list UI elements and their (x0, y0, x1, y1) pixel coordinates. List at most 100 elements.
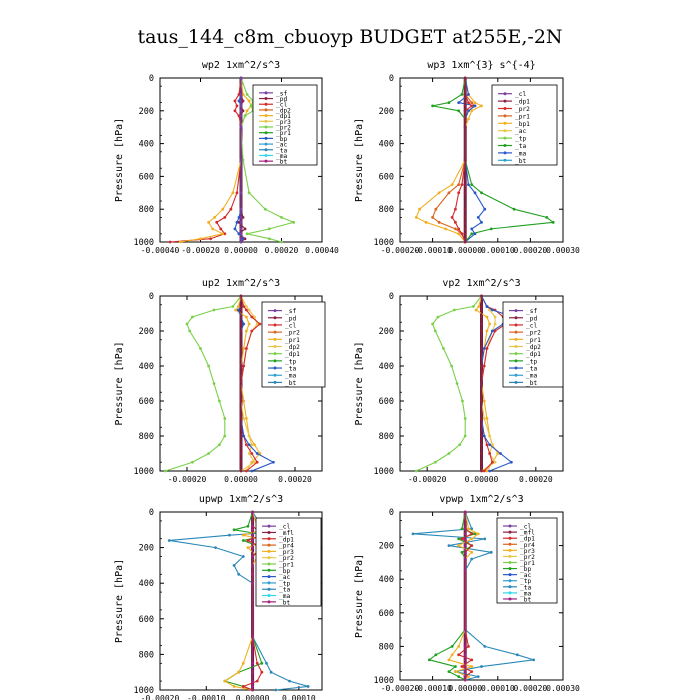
x-tick-label: 0.00020 (514, 684, 548, 693)
y-tick-label: 600 (139, 397, 154, 407)
series-point (467, 101, 470, 104)
series-point (463, 227, 467, 231)
series-point (452, 308, 456, 312)
series-point (223, 434, 227, 438)
y-tick-label: 200 (139, 544, 154, 554)
series-point (239, 305, 243, 308)
series-point (482, 399, 486, 403)
legend-marker (503, 107, 507, 110)
legend-marker (503, 158, 507, 162)
legend-marker (264, 136, 268, 140)
legend-label: _dp1 (526, 351, 541, 358)
series-point (463, 653, 467, 657)
series-point (427, 658, 431, 662)
x-tick-label: 0.00030 (546, 246, 580, 255)
series-line (416, 295, 482, 472)
x-tick-label: -0.00020 (141, 694, 180, 700)
series-point (237, 670, 241, 674)
series-point (239, 220, 243, 224)
series-point (250, 443, 254, 447)
y-tick-label: 800 (139, 205, 154, 215)
series-point (246, 539, 250, 542)
series-point (470, 232, 474, 236)
y-tick-label: 800 (139, 432, 154, 442)
series-point (482, 469, 486, 473)
legend-marker (273, 345, 277, 348)
series-point (241, 216, 245, 219)
legend-label: _dp1 (520, 536, 535, 543)
series-point (467, 675, 470, 679)
x-tick-label: -0.00010 (413, 684, 452, 693)
legend-label: _bt (515, 158, 526, 165)
series-line (170, 77, 242, 243)
series-point (236, 308, 240, 312)
series-point (463, 527, 467, 531)
series-point (473, 232, 477, 236)
legend-label: _pr1 (515, 113, 530, 120)
series-point (237, 99, 241, 103)
legend-marker (267, 556, 271, 560)
series-point (241, 555, 245, 558)
panel-4: vp2 1xm^2/s^3 Pressure [hPa] 0 200 400 600 800… (354, 278, 564, 484)
series-point (251, 572, 254, 576)
series-point (239, 114, 243, 118)
series-point (414, 469, 418, 473)
series-point (470, 670, 474, 673)
series-point (463, 220, 467, 224)
series-point (488, 322, 492, 326)
series-line (480, 295, 507, 472)
panel-title: upwp 1xm^2/s^3 (199, 494, 283, 505)
x-tick-label: 0.00000 (236, 694, 270, 700)
series-point (433, 329, 437, 333)
legend-label: _cl (526, 322, 537, 329)
legend-label: _ta (515, 143, 526, 150)
x-tick-label: -0.00010 (413, 246, 452, 255)
series-line (415, 77, 483, 243)
legend-label: _bt (279, 599, 290, 606)
series-point (470, 104, 474, 108)
series-point (292, 220, 296, 224)
legend-label: _pr4 (520, 542, 535, 549)
series-point (239, 308, 243, 312)
legend-marker (267, 543, 271, 547)
series-point (482, 347, 486, 350)
x-tick-label: 0.00020 (265, 246, 299, 255)
legend-label: _ma (515, 150, 526, 157)
legend-marker (264, 159, 268, 163)
y-tick-label: 1000 (134, 238, 154, 248)
panels-group: wp2 1xm^2/s^3 Pressure [hPa] 0 200 400 600 800… (114, 60, 580, 700)
series-point (239, 347, 243, 350)
series-point (480, 443, 483, 447)
series-point (483, 537, 487, 541)
legend-marker (267, 524, 271, 528)
series-point (454, 665, 457, 668)
series-point (247, 452, 251, 455)
series-point (251, 661, 254, 665)
series-point (239, 158, 243, 162)
legend-marker (514, 330, 518, 334)
series-point (480, 452, 483, 455)
series-point (242, 399, 246, 403)
legend-label: _ta (526, 366, 537, 373)
x-tick-label: -0.00020 (408, 475, 447, 484)
y-tick-label: 600 (379, 397, 394, 407)
series-point (493, 460, 497, 464)
x-tick-label: 0.00040 (305, 246, 339, 255)
series-point (245, 308, 248, 312)
series-point (433, 460, 437, 464)
series-point (215, 220, 219, 224)
series-point (496, 452, 500, 455)
legend-marker (508, 567, 512, 571)
series-point (442, 347, 445, 350)
series-point (490, 443, 494, 447)
x-tick-label: -0.00020 (381, 684, 420, 693)
legend-label: _ta (279, 587, 290, 594)
series-point (436, 315, 440, 319)
series-point (232, 685, 236, 688)
y-tick-label: 400 (139, 362, 154, 372)
series-point (247, 308, 251, 312)
y-axis-label: Pressure [hPa] (354, 341, 365, 425)
series-point (235, 220, 239, 224)
series-point (239, 315, 243, 319)
series-point (485, 347, 489, 350)
